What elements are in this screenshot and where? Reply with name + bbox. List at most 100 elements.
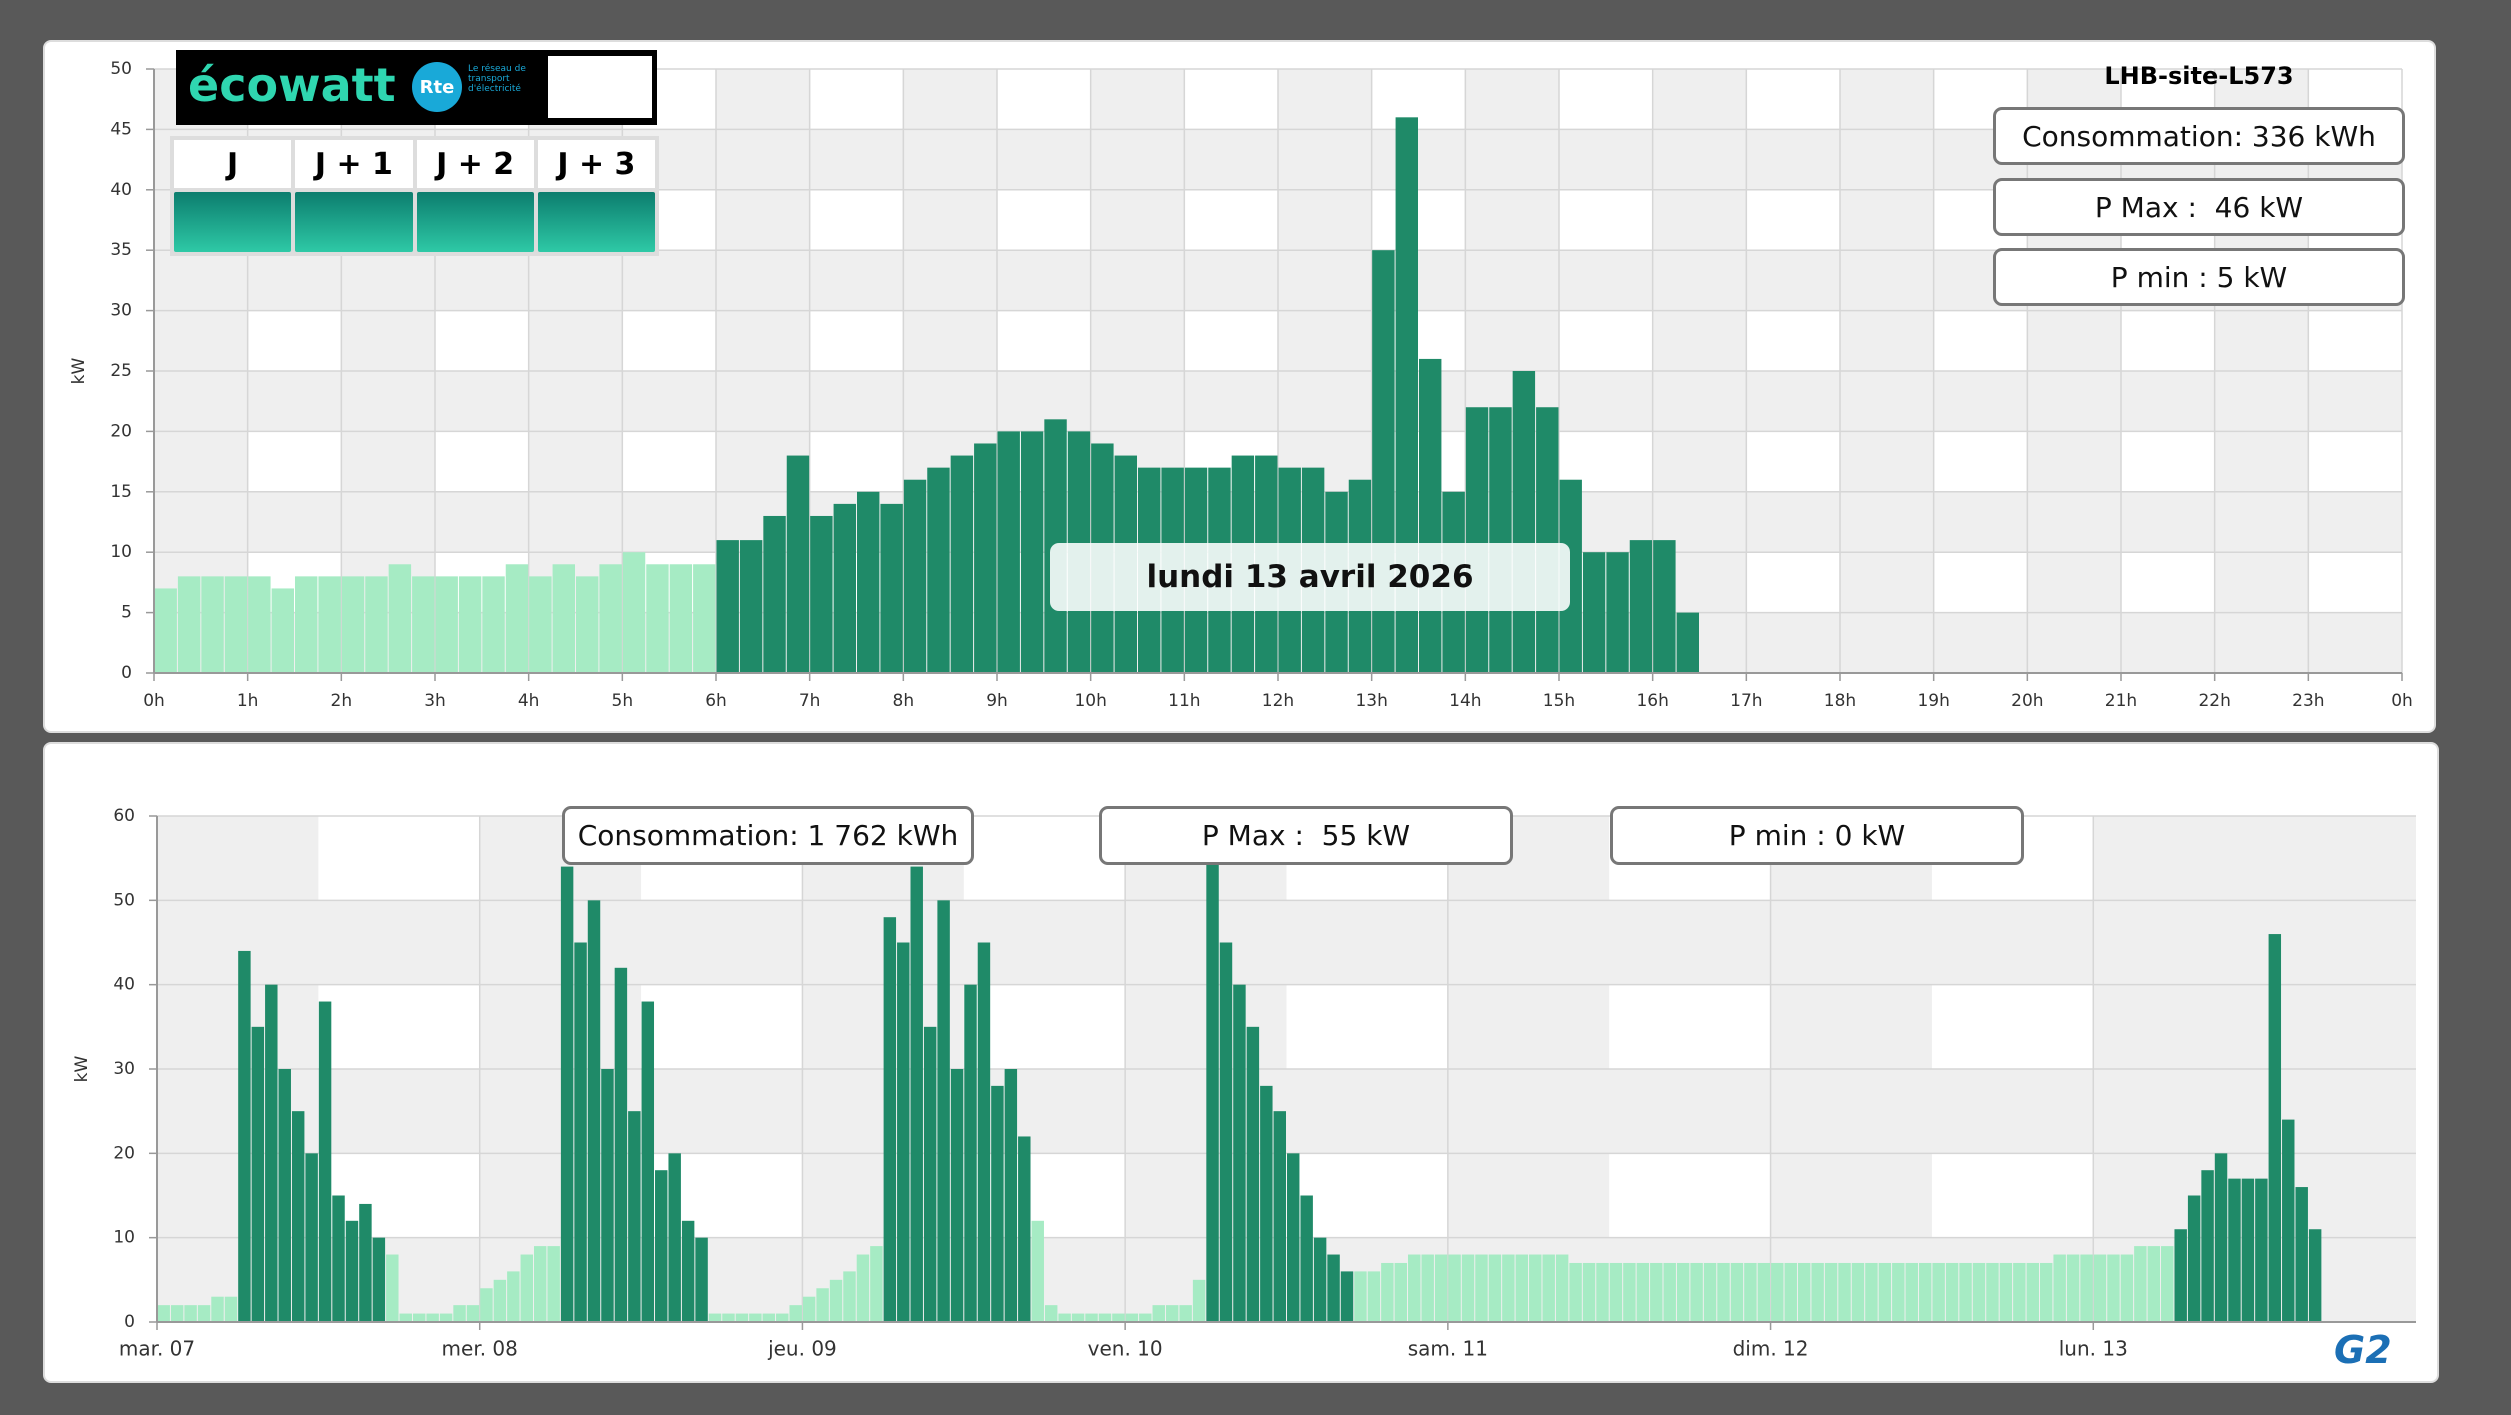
day-signal — [537, 192, 655, 252]
grid-cell — [641, 984, 803, 1069]
bar — [1502, 1254, 1515, 1322]
grid-cell — [2308, 431, 2402, 492]
grid-cell — [2308, 552, 2402, 613]
bar — [372, 1237, 386, 1322]
bar — [184, 1305, 197, 1322]
bar — [576, 576, 599, 673]
bar — [964, 984, 977, 1322]
grid-cell — [963, 1153, 1126, 1238]
bar — [655, 1170, 668, 1322]
bar — [154, 588, 177, 673]
bar — [1246, 1026, 1260, 1322]
bar — [641, 1001, 655, 1322]
bar — [2161, 1246, 2174, 1322]
grid-cell — [809, 69, 904, 130]
bar — [816, 1288, 829, 1322]
grid-cell — [641, 1153, 803, 1238]
grid-cell — [1746, 69, 1840, 130]
bar — [1488, 1254, 1502, 1322]
x-tick-label: 7h — [799, 691, 821, 711]
grid-cell — [1746, 431, 1840, 492]
grid-cell — [2121, 310, 2215, 371]
grid-cell — [318, 816, 480, 901]
grid-cell — [1559, 69, 1653, 130]
x-tick-label: 21h — [2105, 691, 2137, 711]
bar — [628, 1111, 641, 1322]
bar — [1596, 1262, 1609, 1322]
bar — [669, 564, 693, 673]
bar — [238, 950, 251, 1322]
grid-cell — [809, 431, 904, 492]
x-tick-label: 3h — [424, 691, 446, 711]
y-axis-label: kW — [72, 1055, 92, 1082]
y-tick-label: 0 — [121, 663, 132, 683]
bar — [1044, 1305, 1058, 1322]
bar — [248, 576, 271, 673]
bar — [1408, 1254, 1421, 1322]
bar — [681, 1220, 695, 1322]
bar — [1606, 552, 1629, 673]
y-tick-label: 15 — [110, 482, 132, 502]
bar — [1811, 1262, 1824, 1322]
y-tick-label: 40 — [110, 180, 132, 200]
grid-cell — [1609, 984, 1771, 1069]
date-label: lundi 13 avril 2026 — [1050, 543, 1570, 611]
x-tick-label: mar. 07 — [119, 1337, 195, 1361]
day-signal — [174, 192, 292, 252]
bar — [1878, 1262, 1892, 1322]
x-tick-label: 16h — [1636, 691, 1668, 711]
bar — [1233, 984, 1246, 1322]
bar — [950, 1069, 964, 1322]
bar — [880, 503, 903, 673]
x-tick-label: ven. 10 — [1088, 1337, 1163, 1361]
bar — [897, 942, 910, 1322]
grid-cell — [1746, 552, 1840, 613]
bar — [1434, 1254, 1448, 1322]
x-tick-label: sam. 11 — [1408, 1337, 1488, 1361]
bar — [722, 1313, 735, 1322]
bar — [1139, 1313, 1152, 1322]
ecowatt-day: J + 1 — [295, 140, 413, 252]
bar — [1071, 1313, 1085, 1322]
y-tick-label: 30 — [113, 1059, 135, 1079]
bar — [1419, 358, 1442, 673]
bar — [251, 1026, 265, 1322]
bar — [762, 1313, 776, 1322]
bar — [622, 552, 646, 673]
rte-logo: Rte — [412, 62, 462, 112]
grid-cell — [963, 816, 1126, 901]
x-tick-label: 20h — [2011, 691, 2043, 711]
bar — [482, 576, 505, 673]
bar — [1313, 1237, 1327, 1322]
x-tick-label: 2h — [331, 691, 353, 711]
bar — [1542, 1254, 1555, 1322]
y-tick-label: 60 — [113, 806, 135, 826]
bar — [359, 1203, 372, 1322]
bar — [1676, 1262, 1690, 1322]
bar — [1784, 1262, 1797, 1322]
bar — [1569, 1262, 1582, 1322]
bar — [318, 1001, 332, 1322]
y-tick-label: 0 — [124, 1312, 135, 1332]
x-tick-label: 9h — [986, 691, 1008, 711]
bar — [1031, 1220, 1044, 1322]
grid-cell — [1931, 984, 2094, 1069]
bar — [802, 1296, 816, 1322]
bar — [1676, 612, 1699, 673]
bar — [2053, 1254, 2066, 1322]
bar — [341, 576, 365, 673]
bar — [1972, 1262, 1986, 1322]
bar — [950, 455, 974, 673]
ecowatt-day: J — [174, 140, 292, 252]
x-tick-label: 10h — [1074, 691, 1106, 711]
bar — [435, 576, 458, 673]
bar — [1717, 1262, 1730, 1322]
bar — [520, 1254, 533, 1322]
grid-cell — [997, 310, 1091, 371]
y-tick-label: 50 — [113, 890, 135, 910]
bar — [291, 1111, 305, 1322]
grid-cell — [1371, 69, 1466, 130]
bar — [177, 576, 201, 673]
y-tick-label: 25 — [110, 361, 132, 381]
bar — [574, 942, 587, 1322]
